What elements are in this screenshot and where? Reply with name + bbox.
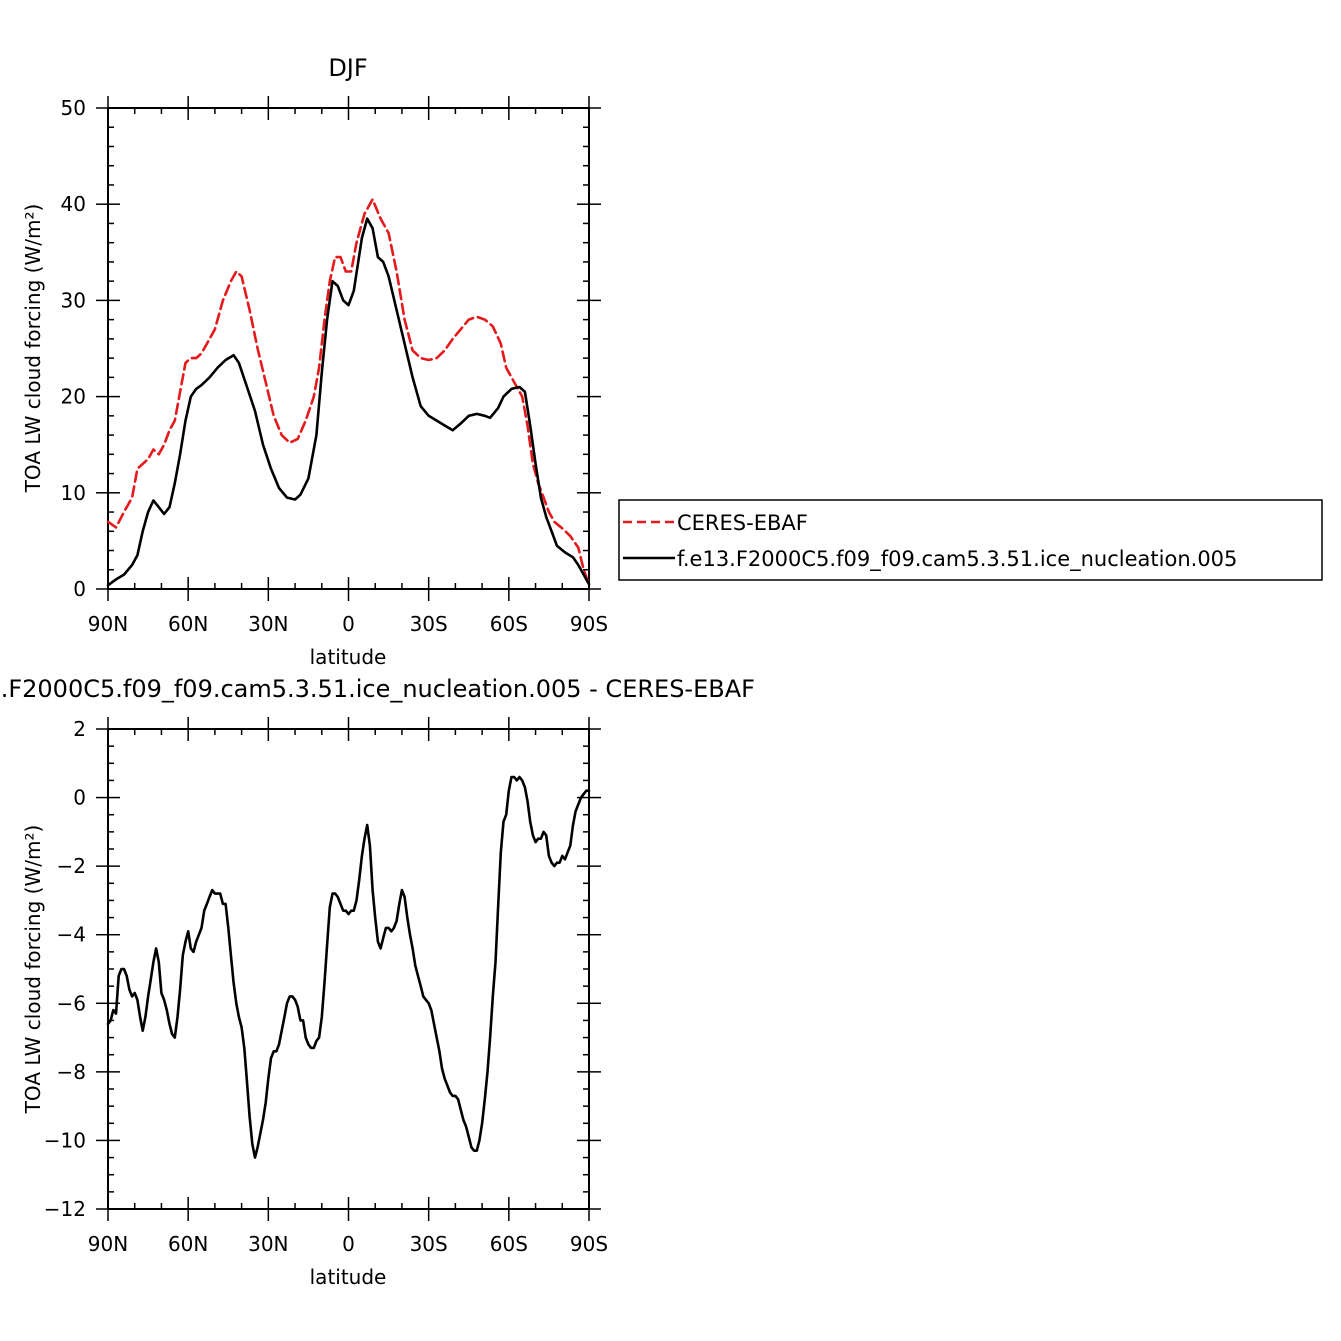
p2-ytick-label: 0 [73, 786, 86, 810]
top-y-axis-label: TOA LW cloud forcing (W/m²) [21, 204, 45, 494]
bottom-x-axis-label: latitude [310, 1265, 387, 1289]
p1-xtick-label: 60N [168, 612, 208, 636]
p1-xtick-label: 90S [570, 612, 608, 636]
p1-xtick-label: 30S [410, 612, 448, 636]
p1-series-line-1 [106, 217, 591, 587]
p1-ytick-label: 30 [61, 288, 86, 312]
p2-xtick-label: 60S [490, 1232, 528, 1256]
top-panel-title: DJF [328, 54, 367, 82]
p2-ytick-label: −6 [57, 991, 86, 1015]
p2-ytick-label: −4 [57, 923, 86, 947]
p2-series-line-0 [106, 775, 591, 1159]
p1-ytick-label: 20 [61, 385, 86, 409]
p2-ytick-label: −10 [44, 1128, 86, 1152]
p2-xtick-label: 90N [88, 1232, 128, 1256]
p1-xtick-label: 0 [342, 612, 355, 636]
legend-box [618, 499, 1323, 581]
legend-label-model: f.e13.F2000C5.f09_f09.cam5.3.51.ice_nucl… [677, 547, 1237, 572]
p1-xtick-label: 60S [490, 612, 528, 636]
bottom-panel-title: f.e13.F2000C5.f09_f09.cam5.3.51.ice_nucl… [0, 675, 755, 703]
p2-ytick-label: −2 [57, 854, 86, 878]
bottom-y-axis-label: TOA LW cloud forcing (W/m²) [21, 825, 45, 1115]
p2-frame [107, 728, 590, 1210]
legend-label-ceres: CERES-EBAF [677, 511, 808, 535]
legend: CERES-EBAF f.e13.F2000C5.f09_f09.cam5.3.… [618, 499, 1323, 581]
p1-xtick-label: 90N [88, 612, 128, 636]
p1-ytick-label: 10 [61, 481, 86, 505]
p2-xtick-label: 0 [342, 1232, 355, 1256]
p1-xtick-label: 30N [248, 612, 288, 636]
p2-ytick-label: −12 [44, 1197, 86, 1221]
top-x-axis-label: latitude [310, 645, 387, 669]
p2-ytick-label: 2 [73, 717, 86, 741]
p2-ytick-label: −8 [57, 1060, 86, 1084]
p2-xtick-label: 60N [168, 1232, 208, 1256]
p1-frame [107, 107, 590, 590]
p1-ytick-label: 50 [61, 96, 86, 120]
p1-series-line-0 [106, 198, 591, 586]
top-panel: DJF 90N 60N 30N 0 30S 60S 90S 0 10 20 30 40 50 latit… [21, 54, 1323, 669]
bottom-panel: f.e13.F2000C5.f09_f09.cam5.3.51.ice_nucl… [0, 675, 755, 1289]
p2-xtick-label: 30N [248, 1232, 288, 1256]
p1-ytick-label: 0 [73, 577, 86, 601]
p1-ytick-label: 40 [61, 192, 86, 216]
p2-xtick-label: 90S [570, 1232, 608, 1256]
top-plot-area: 90N 60N 30N 0 30S 60S 90S 0 10 20 30 40 50 [61, 96, 608, 636]
bottom-plot-area: 90N 60N 30N 0 30S 60S 90S −12 −10 −8 −6 −4 −2 0 2 [44, 717, 608, 1256]
p2-xtick-label: 30S [410, 1232, 448, 1256]
